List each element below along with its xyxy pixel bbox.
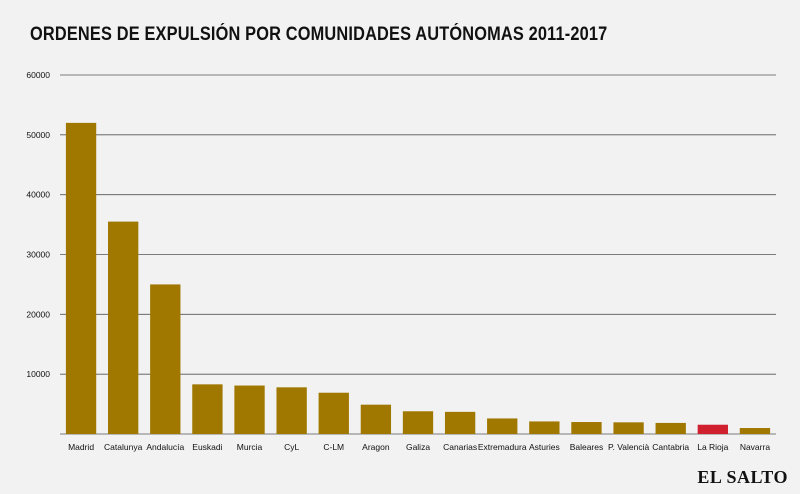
x-tick-label: Asturies [529,442,560,452]
x-tick-label: Andalucía [146,442,184,452]
x-tick-label: Canarias [443,442,477,452]
bar-cantabria [655,422,686,434]
y-axis-ticks: 60000 50000 40000 30000 20000 10000 [26,70,50,379]
x-tick-label: C-LM [323,442,344,452]
bar-asturies [529,421,560,434]
bar-p-valenci- [613,422,644,434]
bar-catalunya [108,221,139,434]
x-tick-label: CyL [284,442,299,452]
y-tick-label: 10000 [26,369,50,379]
bar-baleares [571,422,602,434]
el-salto-logo: EL SALTO [697,467,788,487]
x-tick-label: Catalunya [104,442,143,452]
y-tick-label: 30000 [26,250,50,260]
x-axis-ticks: Madrid Catalunya Andalucía Euskadi Murcia CyL… [68,442,770,452]
x-tick-label: P. Valencià [608,442,650,452]
x-tick-label: Euskadi [192,442,222,452]
x-tick-label: La Rioja [697,442,728,452]
bar-canarias [444,411,476,434]
bar-aragon [360,404,392,434]
bars [65,122,771,434]
bar-navarra [739,428,771,434]
bar-extremadura [487,418,518,434]
x-tick-label: Baleares [570,442,604,452]
x-tick-label: Cantabria [652,442,689,452]
x-tick-label: Extremadura [478,442,527,452]
y-tick-label: 50000 [26,130,50,140]
x-tick-label: Galiza [406,442,430,452]
x-tick-label: Navarra [740,442,771,452]
bar-la-rioja [697,424,728,434]
y-tick-label: 60000 [26,70,50,80]
bar-andaluc-a [150,284,181,434]
bar-euskadi [192,384,223,434]
bar-c-lm [318,392,349,434]
x-tick-label: Aragon [362,442,390,452]
y-tick-label: 20000 [26,309,50,319]
x-tick-label: Madrid [68,442,94,452]
chart-title: ORDENES DE EXPULSIÓN POR COMUNIDADES AUT… [30,24,608,45]
bar-murcia [234,385,265,434]
bar-cyl [276,387,307,434]
bar-galiza [402,411,434,434]
y-tick-label: 40000 [26,190,50,200]
bar-madrid [65,122,97,434]
x-tick-label: Murcia [237,442,263,452]
